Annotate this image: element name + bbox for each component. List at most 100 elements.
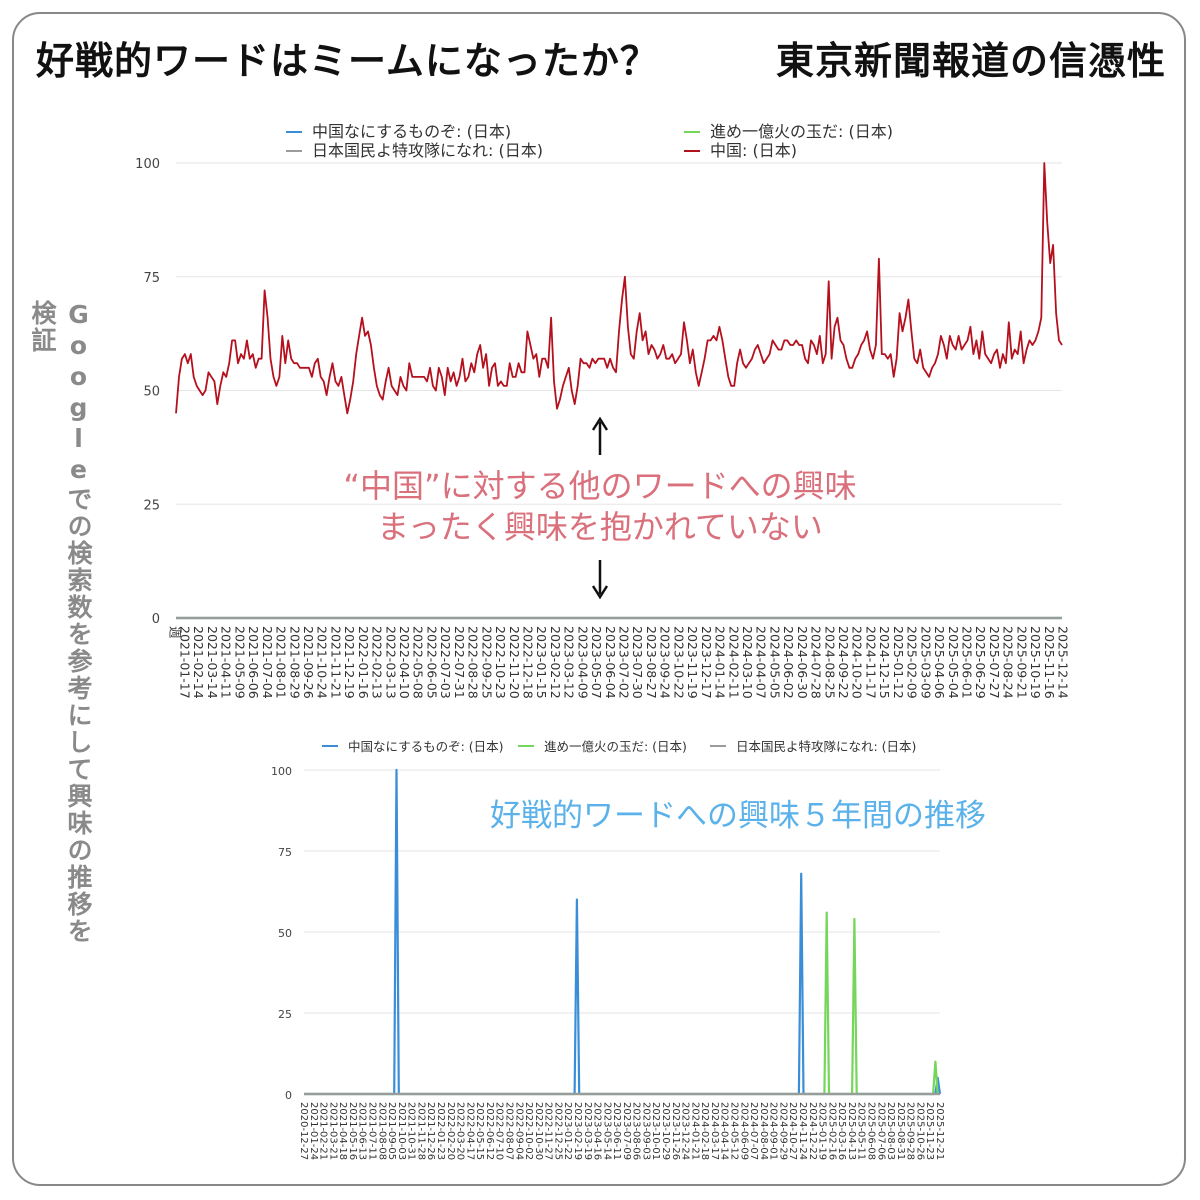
x-tick-label: 2022-11-20 [507,626,522,699]
side-label: Googleでの検索数を参考にして興味の推移を検証 [28,300,93,945]
x-tick-label: 2022-05-08 [411,626,426,699]
x-tick-label: 2021-02-21 [318,1102,329,1160]
x-tick-label: 2024-06-30 [795,626,810,699]
x-tick-label: 2022-12-25 [552,1102,563,1160]
x-tick-label: 2025-04-13 [846,1102,857,1160]
x-tick-label: 2022-03-20 [455,1102,466,1160]
x-tick-label: 2025-05-11 [856,1102,867,1160]
x-tick-label: 2025-01-12 [891,626,906,699]
x-tick-label: 2024-05-05 [767,626,782,699]
x-tick-label: 2021-09-05 [386,1102,397,1160]
x-tick-label: 2023-03-19 [582,1102,593,1160]
x-tick-label: 2023-08-06 [631,1102,642,1160]
x-tick-label: 2021-05-16 [347,1102,358,1160]
x-tick-label: 2023-01-22 [562,1102,573,1160]
x-tick-label: 2022-08-28 [466,626,481,699]
x-tick-label: 2021-07-04 [260,626,275,699]
x-tick-label: 2024-06-09 [738,1102,749,1160]
x-tick-label: 2021-12-26 [425,1102,436,1160]
x-tick-label: 2021-03-14 [205,626,220,699]
y-tick-label: 0 [152,612,160,627]
x-axis-label: 週 [168,626,183,639]
x-tick-label: 2025-08-03 [885,1102,896,1160]
figure-frame [12,12,1186,1186]
legend-entry: 日本国民よ特攻隊になれ: (日本) [736,739,916,754]
legend-entry: 中国なにするものぞ: (日本) [348,739,504,754]
x-tick-label: 2021-10-31 [406,1102,417,1160]
up-arrow-icon [591,416,609,455]
x-tick-label: 2021-01-24 [308,1102,319,1160]
x-tick-label: 2024-09-22 [836,626,851,699]
x-tick-label: 2025-03-09 [918,626,933,699]
x-tick-label: 2025-10-26 [914,1102,925,1160]
x-tick-label: 2025-12-21 [934,1102,945,1160]
chart-0: 0 25 50 75 100 2021-01-172021-02-142021-03-14… [135,122,1070,699]
x-tick-label: 2022-07-10 [494,1102,505,1160]
y-tick-label: 75 [143,271,160,286]
x-tick-label: 2024-08-25 [822,626,837,699]
headline: 好戦的ワードはミームになったか？ 東京新聞報道の信憑性 [30,22,1180,83]
x-tick-label: 2023-02-12 [548,626,563,699]
x-tick-label: 2023-05-07 [589,626,604,699]
x-tick-label: 2024-09-29 [777,1102,788,1160]
x-tick-label: 2021-06-06 [246,626,261,699]
x-tick-label: 2022-04-17 [464,1102,475,1160]
x-tick-label: 2024-10-20 [850,626,865,699]
x-tick-label: 2024-03-17 [709,1102,720,1160]
y-tick-label: 50 [143,385,160,400]
x-tick-label: 2023-08-27 [644,626,659,699]
x-tick-label: 2021-08-29 [287,626,302,699]
y-tick-label: 100 [135,157,160,172]
x-tick-label: 2025-02-09 [905,626,920,699]
x-tick-label: 2023-10-01 [650,1102,661,1160]
legend-entry: 日本国民よ特攻隊になれ: (日本) [312,141,543,160]
x-tick-label: 2023-06-11 [611,1102,622,1160]
x-tick-label: 2021-11-28 [415,1102,426,1160]
x-tick-label: 2025-07-27 [987,626,1002,699]
top-annotation-line1: “中国”に対する他のワードへの興味 [343,467,856,505]
x-tick-label: 2022-01-23 [435,1102,446,1160]
x-tick-label: 2021-12-19 [342,626,357,699]
x-tick-label: 2023-04-16 [592,1102,603,1160]
x-tick-label: 2021-04-11 [219,626,234,699]
y-tick-label: 25 [143,498,160,513]
x-tick-label: 2024-12-22 [807,1102,818,1160]
x-tick-label: 2021-08-08 [376,1102,387,1160]
x-tick-label: 2025-03-16 [836,1102,847,1160]
x-tick-label: 2025-06-29 [973,626,988,699]
x-tick-label: 2024-12-15 [877,626,892,699]
x-tick-label: 2022-10-23 [493,626,508,699]
x-tick-label: 2022-01-16 [356,626,371,699]
x-tick-label: 2022-07-31 [452,626,467,699]
top-annotation-line2: まったく興味を抱かれていない [377,508,823,546]
x-tick-label: 2023-07-30 [630,626,645,699]
x-tick-label: 2025-11-23 [924,1102,935,1160]
x-tick-label: 2022-02-20 [445,1102,456,1160]
x-tick-label: 2025-06-08 [866,1102,877,1160]
x-tick-label: 2021-09-26 [301,626,316,699]
x-tick-label: 2024-07-07 [748,1102,759,1160]
x-tick-label: 2025-06-01 [959,626,974,699]
x-tick-label: 2022-06-05 [424,626,439,699]
series-line-3 [175,162,1063,415]
x-tick-label: 2022-12-18 [520,626,535,699]
legend-entry: 進め一億火の玉だ: (日本) [710,122,893,141]
x-tick-label: 2022-05-15 [474,1102,485,1160]
x-tick-label: 2021-08-01 [274,626,289,699]
x-tick-label: 2023-10-22 [671,626,686,699]
x-tick-label: 2021-01-17 [178,626,193,699]
x-tick-label: 2021-05-09 [232,626,247,699]
x-tick-label: 2025-05-04 [946,626,961,699]
x-tick-label: 2022-04-10 [397,626,412,699]
x-tick-label: 2022-10-30 [533,1102,544,1160]
x-tick-label: 2024-10-27 [787,1102,798,1160]
x-tick-label: 2024-07-28 [809,626,824,699]
x-tick-label: 2024-09-01 [768,1102,779,1160]
x-tick-label: 2024-11-17 [863,626,878,699]
x-tick-label: 2022-03-13 [383,626,398,699]
x-tick-label: 2021-11-21 [328,626,343,699]
legend-entry: 中国: (日本) [710,141,797,160]
x-tick-label: 2025-07-06 [875,1102,886,1160]
x-tick-label: 2023-02-19 [572,1102,583,1160]
